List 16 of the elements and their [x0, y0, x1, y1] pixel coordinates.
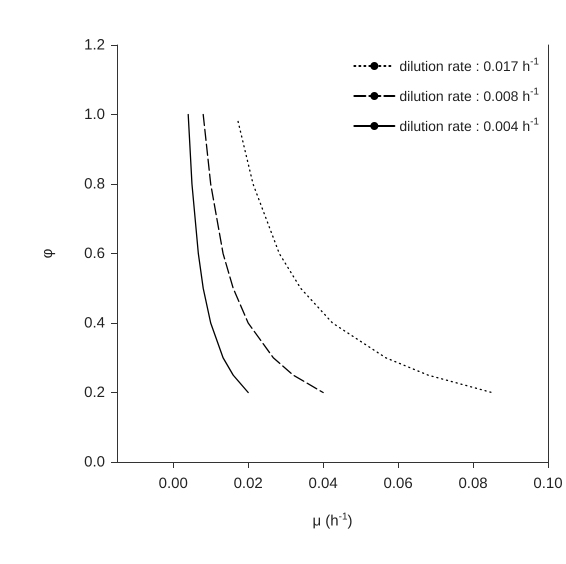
y-axis-title: φ [39, 248, 56, 258]
x-tick-label: 0.08 [458, 475, 488, 492]
y-tick-label: 0.0 [84, 454, 105, 470]
y-tick-label: 1.0 [84, 106, 105, 123]
x-tick-label: 0.06 [383, 475, 413, 492]
y-tick-label: 1.2 [84, 36, 105, 54]
y-tick-label: 0.6 [84, 245, 105, 262]
x-tick-label: 0.02 [234, 475, 263, 492]
x-tick-label: 0.00 [158, 475, 188, 492]
x-tick-label: 0.04 [308, 475, 338, 492]
line-series [188, 114, 249, 394]
y-tick-label: 0.4 [84, 314, 105, 332]
x-tick-label: 0.10 [533, 475, 563, 492]
y-tick-label: 0.8 [84, 176, 105, 192]
y-tick-label: 0.2 [84, 384, 105, 401]
line-series [202, 114, 324, 394]
